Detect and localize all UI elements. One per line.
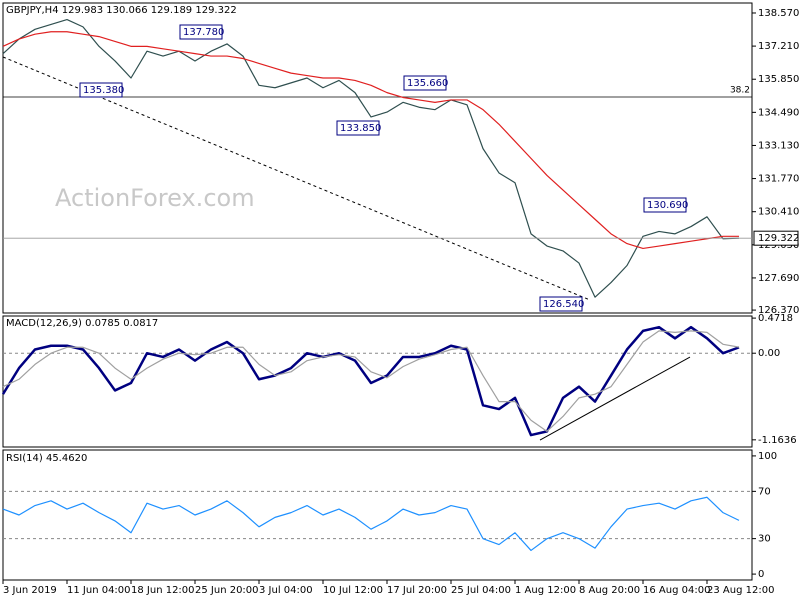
x-tick-label: 3 Jul 04:00 bbox=[259, 585, 313, 596]
y-tick-label: 0 bbox=[758, 569, 764, 580]
annotation-box bbox=[336, 120, 380, 136]
fib-label: 38.2 bbox=[730, 86, 750, 96]
annotation-label: 135.380 bbox=[83, 85, 124, 96]
y-tick-label: 30 bbox=[758, 534, 771, 545]
annotation-box bbox=[539, 296, 583, 312]
annotation-label: 130.690 bbox=[647, 200, 688, 211]
macd-trend-line bbox=[539, 356, 691, 441]
macd-title: MACD(12,26,9) 0.0785 0.0817 bbox=[6, 318, 158, 329]
y-tick-label: -1.1636 bbox=[758, 435, 797, 446]
y-tick-label: 126.370 bbox=[758, 305, 799, 316]
x-tick-label: 8 Aug 20:00 bbox=[579, 585, 640, 596]
annotation-box bbox=[79, 82, 123, 98]
series-line bbox=[2, 330, 740, 432]
last-price-label: 129.322 bbox=[758, 233, 799, 244]
trend-line bbox=[2, 56, 591, 301]
series-line bbox=[1, 325, 740, 437]
x-tick-label: 18 Jun 12:00 bbox=[131, 585, 195, 596]
x-tick-label: 25 Jul 04:00 bbox=[451, 585, 511, 596]
x-tick-label: 1 Aug 12:00 bbox=[515, 585, 576, 596]
annotation-box bbox=[179, 24, 223, 40]
y-tick-label: 131.770 bbox=[758, 174, 799, 185]
y-tick-label: 70 bbox=[758, 486, 771, 497]
rsi-title: RSI(14) 45.4620 bbox=[6, 453, 87, 464]
y-tick-label: 127.690 bbox=[758, 273, 799, 284]
macd-frame bbox=[2, 315, 753, 448]
annotation-label: 133.850 bbox=[340, 123, 381, 134]
annotation-label: 126.540 bbox=[543, 299, 584, 310]
y-tick-label: 0.4718 bbox=[758, 313, 793, 324]
x-tick-label: 10 Jul 12:00 bbox=[323, 585, 383, 596]
series-line bbox=[2, 18, 740, 298]
y-tick-label: 135.850 bbox=[758, 74, 799, 85]
series-line bbox=[2, 31, 739, 250]
y-tick-label: 133.130 bbox=[758, 140, 799, 151]
y-tick-label: 137.210 bbox=[758, 41, 799, 52]
x-tick-label: 23 Aug 12:00 bbox=[707, 585, 774, 596]
y-tick-label: 0.00 bbox=[758, 348, 780, 359]
annotation-box bbox=[403, 75, 447, 91]
series-line bbox=[2, 496, 740, 552]
annotation-box bbox=[643, 197, 687, 213]
price-frame bbox=[2, 2, 753, 314]
price-title: GBPJPY,H4 129.983 130.066 129.189 129.32… bbox=[6, 5, 237, 16]
annotation-label: 135.660 bbox=[407, 78, 448, 89]
y-tick-label: 130.410 bbox=[758, 207, 799, 218]
annotation-label: 137.780 bbox=[183, 27, 224, 38]
y-tick-label: 134.490 bbox=[758, 107, 799, 118]
x-tick-label: 17 Jul 20:00 bbox=[387, 585, 447, 596]
rsi-frame bbox=[2, 449, 753, 581]
last-price-box bbox=[753, 230, 799, 246]
y-tick-label: 100 bbox=[758, 451, 777, 462]
x-tick-label: 16 Aug 04:00 bbox=[643, 585, 710, 596]
y-tick-label: 138.570 bbox=[758, 8, 799, 19]
x-tick-label: 11 Jun 04:00 bbox=[67, 585, 131, 596]
x-tick-label: 25 Jun 20:00 bbox=[195, 585, 259, 596]
watermark: ActionForex.com bbox=[55, 184, 255, 212]
x-tick-label: 3 Jun 2019 bbox=[3, 585, 57, 596]
